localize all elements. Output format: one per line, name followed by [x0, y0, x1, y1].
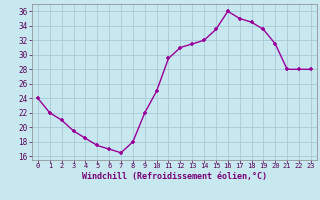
X-axis label: Windchill (Refroidissement éolien,°C): Windchill (Refroidissement éolien,°C): [82, 172, 267, 181]
